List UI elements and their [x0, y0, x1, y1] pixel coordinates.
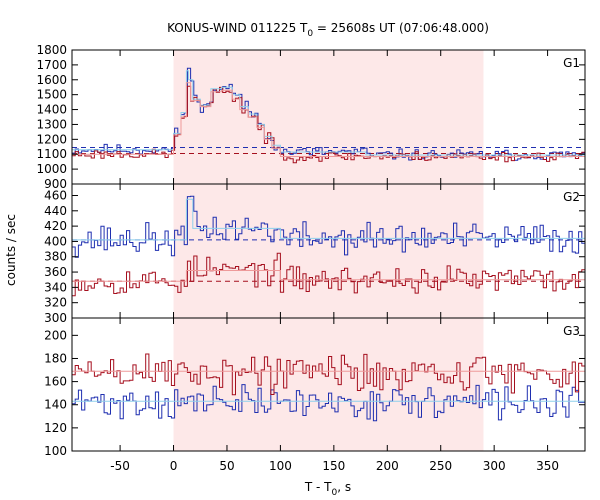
y-tick-label: 380	[44, 250, 67, 264]
series-red-g2	[72, 252, 585, 297]
y-tick-label: 420	[44, 219, 67, 233]
chart-title-prefix: KONUS-WIND 011225 T	[167, 21, 308, 35]
series-blue-g3	[72, 384, 585, 422]
y-tick-label: 340	[44, 280, 67, 294]
model-fit_red-g1	[72, 82, 585, 157]
x-tick-label: 50	[219, 459, 234, 473]
x-tick-label: 200	[376, 459, 399, 473]
y-tick-label: 1100	[36, 147, 67, 161]
y-tick-label: 100	[44, 444, 67, 458]
y-tick-label: 140	[44, 398, 67, 412]
chart-title-subscript: 0	[307, 29, 313, 39]
y-tick-label: 320	[44, 296, 67, 310]
panel-label-g1: G1	[563, 56, 580, 70]
y-tick-label: 1200	[36, 132, 67, 146]
model-fit_red-g2	[72, 270, 585, 282]
panel-label-g2: G2	[563, 190, 580, 204]
model-fit_blue-g2	[72, 198, 585, 241]
y-tick-label: 1000	[36, 162, 67, 176]
y-tick-label: 460	[44, 188, 67, 202]
analysis-interval-band	[173, 50, 484, 451]
chart-title-suffix: = 25608s UT (07:06:48.000)	[313, 21, 489, 35]
x-axis-label-prefix: T - T	[304, 480, 332, 494]
x-tick-label: 250	[429, 459, 452, 473]
y-tick-label: 1300	[36, 117, 67, 131]
x-axis-label-suffix: , s	[337, 480, 351, 494]
y-tick-label: 300	[44, 311, 67, 325]
y-axis-label: counts / sec	[4, 214, 18, 286]
plot-area: 900100011001200130014001500160017001800G…	[36, 43, 586, 473]
y-tick-label: 1700	[36, 58, 67, 72]
panel-frame	[71, 317, 586, 452]
y-tick-label: 1600	[36, 73, 67, 87]
y-tick-label: 1500	[36, 88, 67, 102]
y-tick-label: 1800	[36, 43, 67, 57]
x-axis-label-subscript: 0	[332, 488, 338, 498]
x-tick-label: 0	[170, 459, 178, 473]
x-axis-label: T - T0, s	[304, 480, 351, 498]
x-tick-label: 100	[269, 459, 292, 473]
x-tick-label: 350	[536, 459, 559, 473]
y-tick-label: 360	[44, 265, 67, 279]
y-tick-label: 1400	[36, 103, 67, 117]
x-tick-label: 300	[483, 459, 506, 473]
y-tick-label: 160	[44, 375, 67, 389]
y-tick-label: 440	[44, 204, 67, 218]
series-blue-g1	[72, 67, 585, 161]
x-tick-label: 150	[322, 459, 345, 473]
y-tick-label: 400	[44, 234, 67, 248]
panel-label-g3: G3	[563, 324, 580, 338]
panel-g3: 100 120 140 160 180 200 G3	[44, 317, 586, 458]
chart-title: KONUS-WIND 011225 T0 = 25608s UT (07:06:…	[167, 21, 489, 39]
x-tick-label: -50	[110, 459, 130, 473]
y-tick-label: 180	[44, 351, 67, 365]
y-tick-label: 200	[44, 328, 67, 342]
y-tick-label: 120	[44, 421, 67, 435]
y-tick-label: 900	[44, 177, 67, 191]
